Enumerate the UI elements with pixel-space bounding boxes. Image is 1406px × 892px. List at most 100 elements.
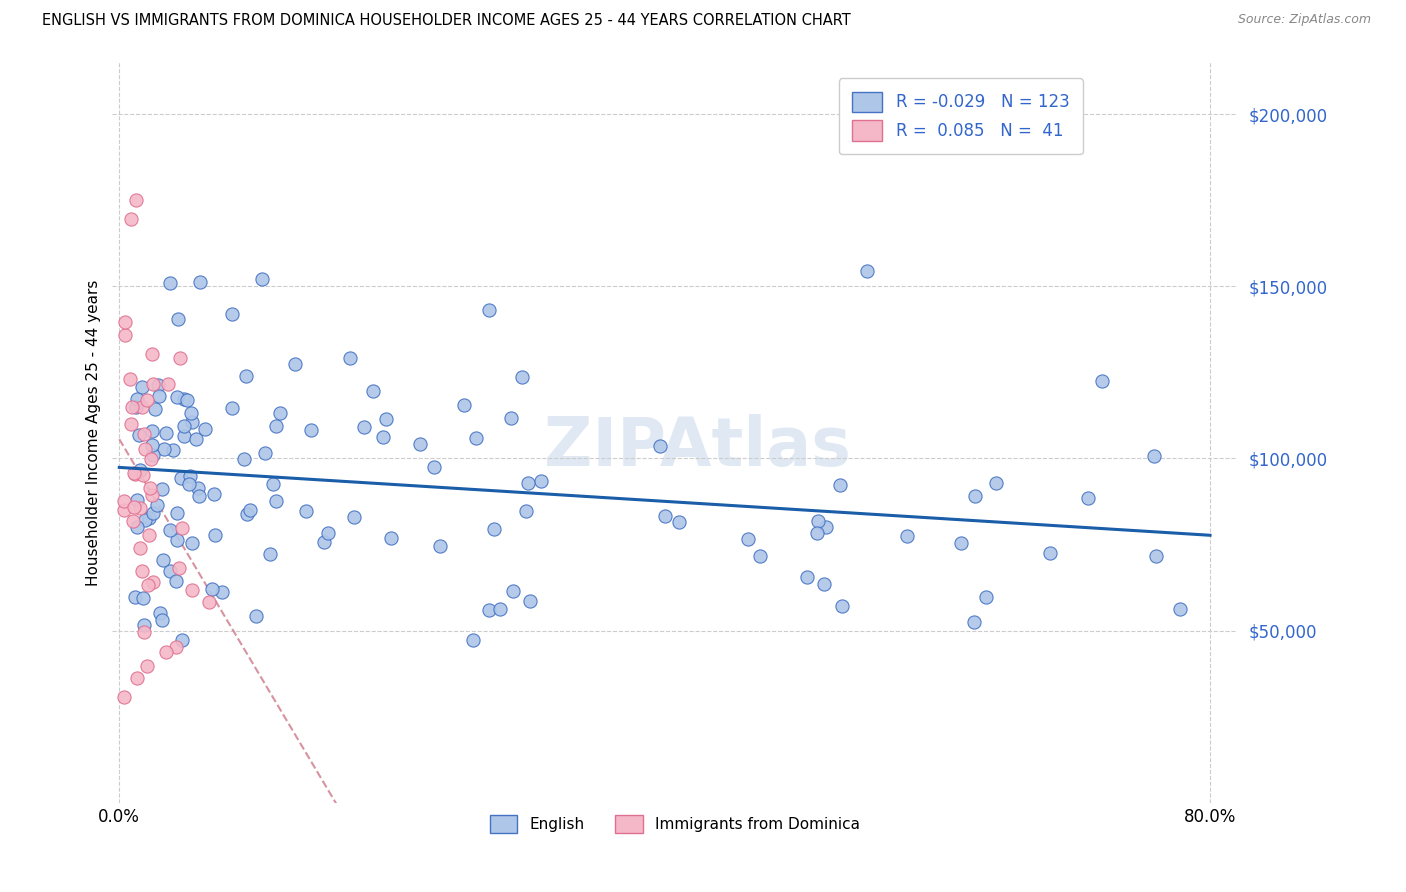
Point [135,659,157,673]
Point [131,400,153,414]
Point [180,406,202,420]
Point [132,624,155,639]
Point [173,419,195,434]
Point [502,583,524,598]
Point [477,303,499,318]
Point [124,467,146,482]
Point [179,469,201,483]
Point [482,522,505,536]
Point [807,514,830,528]
Point [239,502,262,516]
Point [121,401,143,415]
Point [284,357,307,371]
Point [134,513,156,527]
Point [814,520,837,534]
Point [131,468,153,483]
Point [141,487,163,501]
Point [963,615,986,629]
Point [516,475,538,490]
Point [187,489,209,503]
Point [165,574,187,588]
Point [141,437,163,451]
Point [1039,546,1062,560]
Point [148,389,170,403]
Point [166,533,188,548]
Point [187,482,209,496]
Point [1144,549,1167,564]
Text: ZIPAtlas: ZIPAtlas [544,415,851,481]
Point [316,525,339,540]
Point [375,412,398,426]
Point [127,492,149,507]
Point [142,448,165,462]
Point [118,371,141,385]
Point [142,506,165,520]
Point [1077,491,1099,505]
Point [264,418,287,433]
Point [343,509,366,524]
Point [301,423,323,437]
Point [254,446,277,460]
Point [169,351,191,366]
Point [737,532,759,546]
Point [129,500,152,515]
Point [422,460,444,475]
Point [429,540,451,554]
Point [156,377,179,392]
Point [166,390,188,404]
Point [142,376,165,391]
Point [176,392,198,407]
Point [235,369,257,384]
Point [124,591,146,605]
Point [361,384,384,399]
Point [134,442,156,457]
Point [114,690,136,705]
Point [132,591,155,605]
Point [149,607,172,621]
Point [654,509,676,524]
Point [250,272,273,286]
Point [146,498,169,512]
Point [141,347,163,361]
Point [152,442,174,456]
Point [150,613,173,627]
Point [177,476,200,491]
Point [166,506,188,520]
Point [314,535,336,549]
Point [465,431,488,445]
Point [146,377,169,392]
Point [167,311,190,326]
Point [831,599,853,613]
Point [180,415,202,429]
Point [965,488,987,502]
Point [138,528,160,542]
Point [236,507,259,521]
Point [530,474,553,488]
Point [165,640,187,654]
Point [409,436,432,450]
Point [197,595,219,609]
Point [181,536,204,550]
Point [125,671,148,685]
Point [201,582,224,596]
Point [159,277,181,291]
Point [170,633,193,648]
Point [202,486,225,500]
Point [138,511,160,525]
Point [1091,374,1114,388]
Point [668,515,690,529]
Point [112,493,135,508]
Point [380,531,402,545]
Point [132,427,155,442]
Y-axis label: Householder Income Ages 25 - 44 years: Householder Income Ages 25 - 44 years [86,279,101,586]
Point [134,618,156,632]
Point [262,477,284,491]
Point [512,370,534,384]
Point [136,578,159,592]
Point [120,212,142,227]
Point [221,307,243,321]
Point [974,591,997,605]
Point [162,442,184,457]
Point [155,645,177,659]
Point [188,275,211,289]
